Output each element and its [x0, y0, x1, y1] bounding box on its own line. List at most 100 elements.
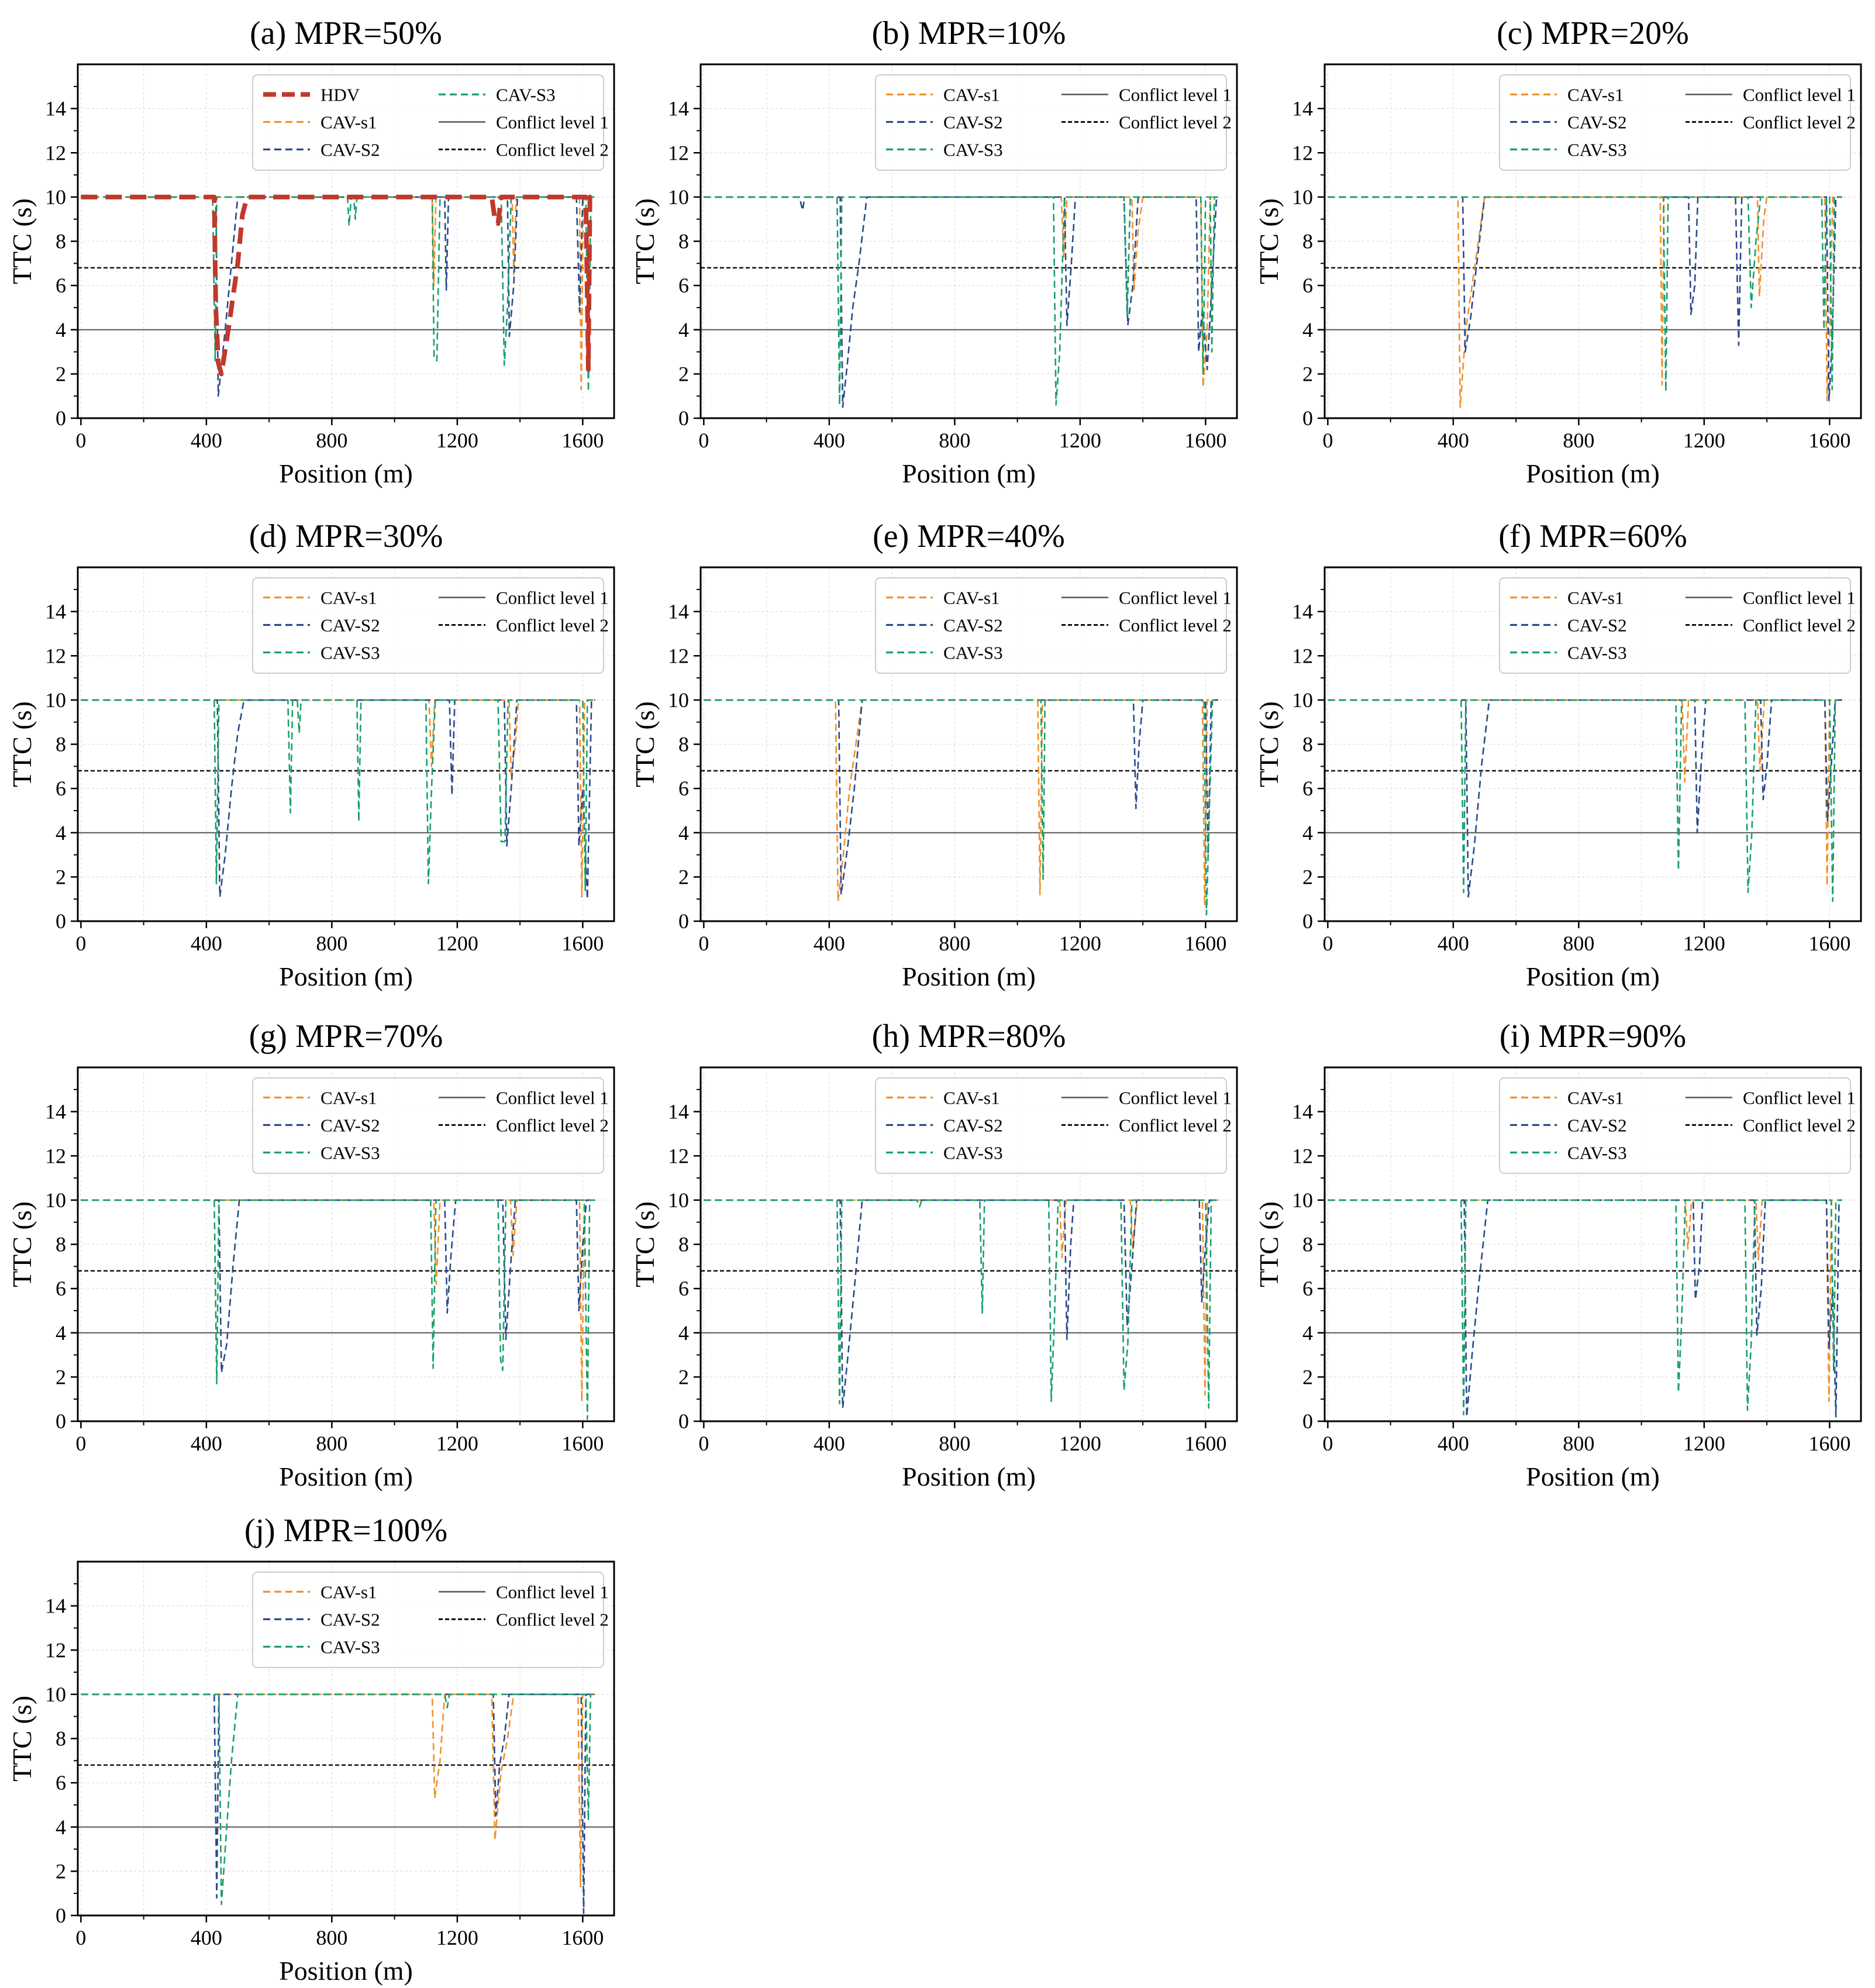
x-tick-label: 0 — [75, 932, 86, 955]
series-cav-s3-line — [81, 196, 595, 392]
y-tick-label: 4 — [1302, 821, 1313, 845]
y-tick-label: 10 — [668, 185, 689, 209]
series-cav-s3-line — [1328, 196, 1842, 392]
y-axis-label: TTC (s) — [1254, 701, 1284, 787]
x-tick-label: 1600 — [561, 932, 604, 955]
chart-title: (f) MPR=60% — [1498, 518, 1687, 554]
series-cav-s3-line — [704, 699, 1218, 915]
chart-panel-8: (i) MPR=90% 0 400 800 1200 1600 0 2 4 6 8 10 12 14 Pos… — [1254, 1018, 1862, 1491]
x-tick-label: 1200 — [436, 932, 478, 955]
y-tick-label: 8 — [56, 733, 66, 756]
plot-area — [78, 194, 614, 397]
x-tick-label: 0 — [698, 932, 709, 955]
y-tick-label: 6 — [56, 274, 66, 297]
x-tick-label: 1200 — [1683, 932, 1725, 955]
y-tick-label: 12 — [1292, 644, 1313, 667]
legend-label: Conflict level 2 — [1119, 112, 1232, 133]
y-tick-label: 10 — [1292, 1188, 1313, 1212]
x-tick-label: 400 — [191, 1432, 222, 1455]
y-tick-label: 8 — [678, 733, 689, 756]
x-tick-label: 800 — [316, 1432, 347, 1455]
chart-panel-5: (f) MPR=60% 0 400 800 1200 1600 0 2 4 6 8 10 12 14 Pos… — [1254, 518, 1862, 991]
legend-label: CAV-S2 — [943, 615, 1003, 636]
x-tick-label: 800 — [316, 932, 347, 955]
x-tick-label: 800 — [316, 429, 347, 452]
x-tick-label: 1600 — [561, 1926, 604, 1949]
x-tick-label: 1200 — [436, 1432, 478, 1455]
series-cav-s3-line — [1328, 699, 1842, 902]
y-tick-label: 4 — [56, 821, 66, 845]
series-cav-s2-line — [1328, 196, 1842, 402]
y-tick-label: 2 — [1302, 362, 1313, 385]
legend-label: CAV-s1 — [320, 112, 377, 133]
series-cav-s1-line — [81, 1199, 595, 1403]
x-axis-label: Position (m) — [1526, 1462, 1660, 1491]
legend-box — [1499, 1077, 1851, 1174]
legend: CAV-s1 CAV-S2 CAV-S3 Conflict level 1 Confli… — [875, 74, 1232, 171]
chart-panel-9: (j) MPR=100% 0 400 800 1200 1600 0 2 4 6 8 10 12 14 Po… — [7, 1512, 615, 1986]
chart-title: (i) MPR=90% — [1500, 1018, 1686, 1055]
series-cav-s3-line — [81, 699, 595, 891]
y-tick-label: 8 — [56, 230, 66, 253]
y-tick-label: 14 — [45, 600, 66, 623]
legend-label: Conflict level 2 — [1743, 112, 1856, 133]
y-tick-label: 10 — [45, 1188, 66, 1212]
legend-label: CAV-s1 — [320, 588, 377, 608]
y-tick-label: 10 — [1292, 688, 1313, 712]
x-tick-label: 400 — [191, 429, 222, 452]
series-cav-s1-line — [81, 196, 595, 391]
y-tick-label: 6 — [56, 777, 66, 800]
y-tick-label: 0 — [678, 909, 689, 933]
series-cav-s2-line — [1328, 699, 1842, 898]
y-tick-label: 4 — [1302, 1321, 1313, 1345]
legend-label: CAV-S3 — [320, 1637, 380, 1658]
y-tick-label: 4 — [678, 1321, 689, 1345]
series-cav-s2-line — [81, 1693, 595, 1914]
x-tick-label: 0 — [1322, 429, 1333, 452]
legend-label: Conflict level 2 — [496, 1115, 609, 1136]
legend: CAV-s1 CAV-S2 CAV-S3 Conflict level 1 Confli… — [252, 577, 609, 674]
x-axis-label: Position (m) — [1526, 962, 1660, 991]
y-axis-label: TTC (s) — [630, 198, 660, 284]
legend-box — [875, 577, 1227, 674]
y-tick-label: 4 — [1302, 318, 1313, 342]
y-tick-label: 2 — [678, 865, 689, 888]
chart-panel-7: (h) MPR=80% 0 400 800 1200 1600 0 2 4 6 8 10 12 14 Pos… — [630, 1018, 1238, 1491]
legend-label: CAV-S3 — [1567, 140, 1627, 160]
series-cav-s1-line — [1328, 196, 1842, 408]
legend-label: Conflict level 1 — [1119, 588, 1232, 608]
plot-area — [78, 1693, 614, 1914]
series-cav-s1-line — [704, 196, 1218, 388]
legend-label: HDV — [320, 85, 360, 105]
y-tick-label: 8 — [1302, 733, 1313, 756]
y-tick-label: 14 — [45, 1594, 66, 1618]
legend-label: Conflict level 2 — [496, 140, 609, 160]
legend: CAV-s1 CAV-S2 CAV-S3 Conflict level 1 Confli… — [1499, 1077, 1856, 1174]
plot-area — [701, 196, 1237, 408]
x-tick-label: 800 — [939, 1432, 970, 1455]
y-tick-label: 14 — [668, 97, 689, 120]
x-tick-label: 1600 — [561, 1432, 604, 1455]
series-cav-s2-line — [81, 1199, 595, 1374]
y-tick-label: 6 — [678, 274, 689, 297]
plot-area — [1325, 196, 1861, 408]
y-tick-label: 2 — [56, 865, 66, 888]
y-tick-label: 2 — [56, 362, 66, 385]
y-tick-label: 0 — [56, 406, 66, 430]
y-tick-label: 12 — [1292, 141, 1313, 164]
y-tick-label: 0 — [678, 406, 689, 430]
plot-area — [1325, 699, 1861, 902]
legend-label: CAV-s1 — [1567, 588, 1624, 608]
legend-label: Conflict level 2 — [1119, 615, 1232, 636]
legend-label: Conflict level 1 — [496, 1088, 609, 1108]
legend-label: Conflict level 2 — [496, 1610, 609, 1630]
chart-title: (c) MPR=20% — [1497, 15, 1689, 51]
y-tick-label: 12 — [45, 1638, 66, 1662]
legend-box — [252, 577, 604, 674]
series-cav-s2-line — [81, 699, 595, 900]
chart-panel-0: (a) MPR=50% 0 400 800 1200 1600 0 2 4 6 8 10 12 14 Pos… — [7, 15, 615, 488]
y-tick-label: 2 — [678, 1365, 689, 1389]
x-tick-label: 400 — [1438, 1432, 1469, 1455]
chart-title: (h) MPR=80% — [872, 1018, 1066, 1055]
legend-label: CAV-S3 — [1567, 1143, 1627, 1163]
